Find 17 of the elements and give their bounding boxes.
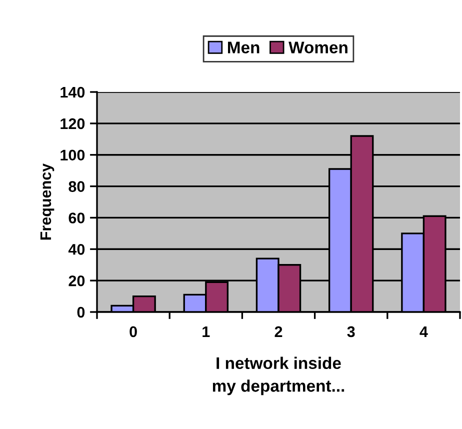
x-axis-title: I network inside my department... xyxy=(212,356,344,396)
x-tick-label: 2 xyxy=(274,326,282,337)
y-tick-label: 40 xyxy=(68,244,85,255)
x-tick-label: 0 xyxy=(130,326,137,338)
legend-label: Women xyxy=(288,42,348,54)
y-tick-label: 120 xyxy=(60,118,85,130)
legend-label: Men xyxy=(228,42,260,54)
y-tick-label: 140 xyxy=(60,86,85,98)
x-tick-label: 4 xyxy=(420,326,428,337)
x-tick-label: 1 xyxy=(202,326,210,337)
y-tick-label: 100 xyxy=(60,150,85,161)
y-tick-label: 60 xyxy=(68,212,85,224)
x-tick-label: 3 xyxy=(347,326,355,338)
y-tick-label: 20 xyxy=(68,275,85,286)
y-tick-label: 0 xyxy=(77,306,85,318)
y-axis-title: Frequency xyxy=(40,163,54,240)
y-tick-label: 80 xyxy=(68,181,85,192)
